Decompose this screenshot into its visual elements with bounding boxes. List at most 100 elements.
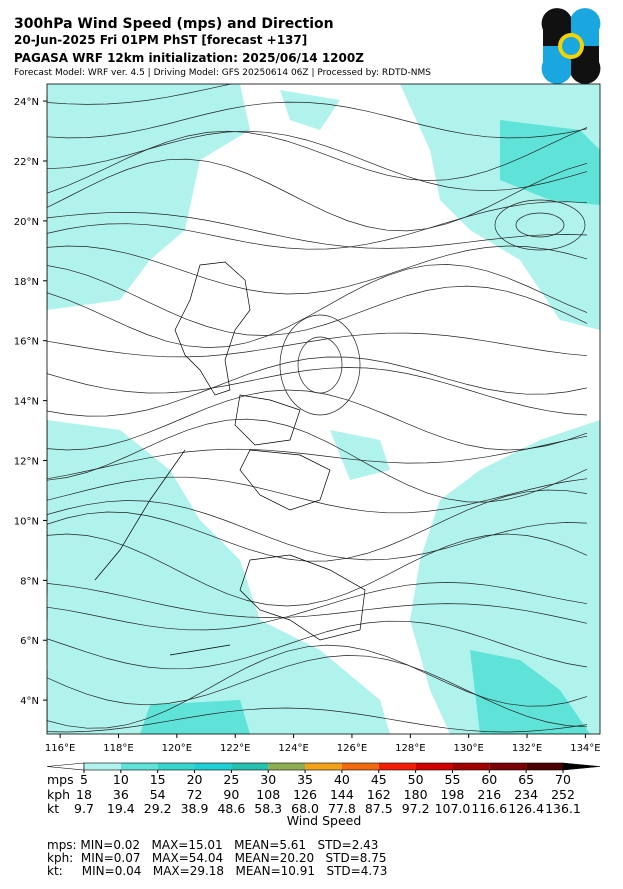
streamline <box>47 264 588 348</box>
streamline <box>47 644 588 729</box>
colorbar-tick-label: 19.4 <box>107 801 135 816</box>
colorbar-tick-label: 10 <box>113 772 129 787</box>
x-tick-label: 130°E <box>453 743 483 754</box>
logo <box>541 8 601 84</box>
y-tick-label: 12°N <box>14 457 39 468</box>
colorbar-segment <box>84 763 121 770</box>
coastline <box>94 261 366 656</box>
streamline <box>47 84 233 105</box>
colorbar-tick-label: 65 <box>518 772 534 787</box>
x-tick-label: 132°E <box>512 743 542 754</box>
title: 300hPa Wind Speed (mps) and Direction <box>14 16 334 32</box>
colorbar-segment <box>341 763 379 770</box>
colorbar-tick-label: 35 <box>297 772 313 787</box>
colorbar-tick-label: 48.6 <box>217 801 245 816</box>
x-tick-label: 118°E <box>103 743 133 754</box>
stats-line: kph: MIN=0.07 MAX=54.04 MEAN=20.20 STD=8… <box>47 851 387 865</box>
y-tick-label: 16°N <box>14 337 39 348</box>
colorbar-tick-label: 108 <box>256 787 280 802</box>
colorbar-segment <box>305 763 342 770</box>
colorbar-segment <box>120 763 158 770</box>
streamline <box>297 336 343 394</box>
colorbar-row-label: kph <box>47 787 70 802</box>
colorbar-tick-label: 126.4 <box>508 801 544 816</box>
streamline <box>515 212 565 238</box>
y-tick-label: 24°N <box>14 97 39 108</box>
x-tick-label: 134°E <box>570 743 600 754</box>
colorbar-tick-label: 70 <box>555 772 571 787</box>
colorbar-tick-label: 40 <box>334 772 350 787</box>
colorbar-tick-label: 252 <box>551 787 575 802</box>
streamline <box>47 212 588 249</box>
y-tick-label: 10°N <box>14 516 39 527</box>
colorbar-over <box>562 762 601 771</box>
colorbar-segment <box>489 763 527 770</box>
colorbar-tick-label: 36 <box>113 787 129 802</box>
colorbar-tick-label: 9.7 <box>74 801 94 816</box>
colorbar-tick-label: 50 <box>408 772 424 787</box>
x-tick-label: 120°E <box>162 743 192 754</box>
streamline <box>47 367 588 416</box>
streamline <box>494 199 586 251</box>
colorbar-tick-label: 68.0 <box>291 801 319 816</box>
map-area <box>47 84 600 734</box>
colorbar-segment <box>526 763 563 770</box>
colorbar-tick-label: 77.8 <box>328 801 356 816</box>
streamline <box>47 582 588 631</box>
colorbar-tick-label: 90 <box>223 787 239 802</box>
colorbar-tick-label: 5 <box>80 772 88 787</box>
streamline <box>47 655 588 728</box>
colorbar-tick-label: 162 <box>367 787 391 802</box>
init-line: PAGASA WRF 12km initialization: 2025/06/… <box>14 51 364 65</box>
colorbar-tick-label: 234 <box>514 787 538 802</box>
colorbar: mps 5 10 15 20 25 30 35 40 45 50 55 60 65 70 kph 18 36 54 7… <box>46 762 601 816</box>
streamline <box>47 127 588 194</box>
colorbar-tick-label: 30 <box>260 772 276 787</box>
colorbar-tick-label: 38.9 <box>181 801 209 816</box>
streamline <box>47 130 588 192</box>
colorbar-tick-label: 216 <box>477 787 501 802</box>
colorbar-tick-label: 136.1 <box>545 801 581 816</box>
colorbar-tick-label: 72 <box>187 787 203 802</box>
colorbar-label: Wind Speed <box>287 813 362 828</box>
colorbar-row-label: mps <box>47 772 74 787</box>
stats-line: mps: MIN=0.02 MAX=15.01 MEAN=5.61 STD=2.… <box>47 838 378 852</box>
colorbar-tick-label: 18 <box>76 787 92 802</box>
colorbar-tick-label: 87.5 <box>365 801 393 816</box>
colorbar-tick-label: 58.3 <box>254 801 282 816</box>
map-ticks: 116°E 118°E 120°E 122°E 124°E 126°E 128°E 130°E… <box>14 97 601 754</box>
colorbar-tick-label: 15 <box>150 772 166 787</box>
colorbar-segment <box>452 763 490 770</box>
colorbar-tick-label: 25 <box>223 772 239 787</box>
colorbar-tick-label: 55 <box>445 772 461 787</box>
colorbar-outline <box>83 762 564 771</box>
y-tick-label: 22°N <box>14 157 39 168</box>
x-tick-label: 124°E <box>278 743 308 754</box>
y-tick-label: 4°N <box>20 696 39 707</box>
streamline <box>47 620 588 670</box>
info-line: Forecast Model: WRF ver. 4.5 | Driving M… <box>14 68 431 78</box>
colorbar-segment <box>231 763 269 770</box>
colorbar-segment <box>268 763 306 770</box>
colorbar-tick-label: 20 <box>187 772 203 787</box>
streamline <box>47 476 588 514</box>
colorbar-tick-label: 198 <box>441 787 465 802</box>
streamline <box>47 418 588 503</box>
streamline <box>47 158 588 232</box>
y-tick-label: 14°N <box>14 397 39 408</box>
colorbar-row-label: kt <box>47 801 59 816</box>
colorbar-tick-label: 29.2 <box>144 801 172 816</box>
y-tick-label: 6°N <box>20 636 39 647</box>
colorbar-tick-label: 116.6 <box>471 801 507 816</box>
colorbar-under <box>46 762 85 771</box>
streamline <box>47 435 588 480</box>
streamline <box>47 265 588 336</box>
colorbar-tick-label: 60 <box>481 772 497 787</box>
colorbar-tick-label: 180 <box>404 787 428 802</box>
streamline <box>47 707 588 733</box>
colorbar-segment <box>157 763 195 770</box>
colorbar-tick-label: 97.2 <box>402 801 430 816</box>
wind-shading-strong <box>140 120 600 734</box>
colorbar-tick-label: 45 <box>371 772 387 787</box>
